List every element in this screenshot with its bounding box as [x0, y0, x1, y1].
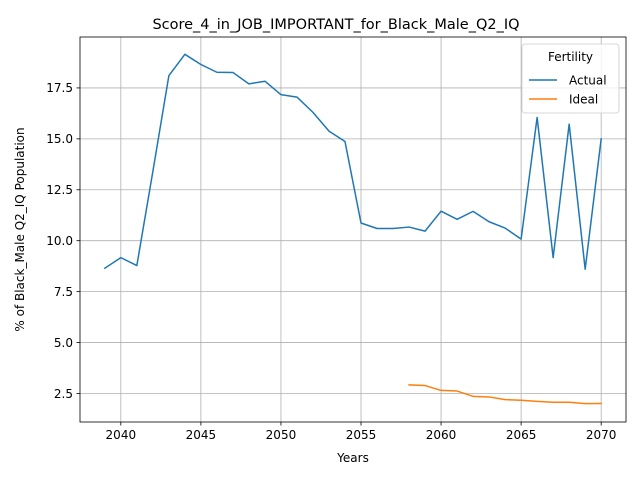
- x-axis-label: Years: [336, 451, 369, 465]
- x-tick-label: 2070: [586, 428, 617, 442]
- x-tick-label: 2060: [426, 428, 457, 442]
- legend-label-actual: Actual: [569, 73, 607, 87]
- legend: Fertility Actual Ideal: [521, 43, 620, 114]
- plot-frame: [79, 36, 627, 423]
- y-tick-label: 15.0: [46, 132, 73, 146]
- series-line-actual: [103, 53, 603, 270]
- series-line-ideal: [408, 384, 602, 405]
- x-tick-label: 2055: [346, 428, 377, 442]
- chart-title: Score_4_in_JOB_IMPORTANT_for_Black_Male_…: [152, 17, 519, 33]
- x-tick-label: 2065: [506, 428, 537, 442]
- y-tick-label: 5.0: [54, 336, 73, 350]
- y-tick-label: 12.5: [46, 183, 73, 197]
- legend-title: Fertility: [548, 50, 593, 64]
- series-layer: [103, 53, 603, 405]
- ticks: 2040 2045 2050 2055 2060 2065 2070 2.5 5.0 7.5 10.…: [46, 81, 616, 442]
- x-tick-label: 2040: [106, 428, 137, 442]
- y-tick-label: 7.5: [54, 285, 73, 299]
- y-tick-label: 10.0: [46, 234, 73, 248]
- legend-label-ideal: Ideal: [569, 92, 598, 106]
- y-tick-label: 17.5: [46, 81, 73, 95]
- y-tick-label: 2.5: [54, 387, 73, 401]
- y-axis-label: % of Black_Male Q2_IQ Population: [13, 127, 27, 331]
- x-tick-label: 2050: [266, 428, 297, 442]
- legend-box: [521, 43, 620, 114]
- x-tick-label: 2045: [186, 428, 217, 442]
